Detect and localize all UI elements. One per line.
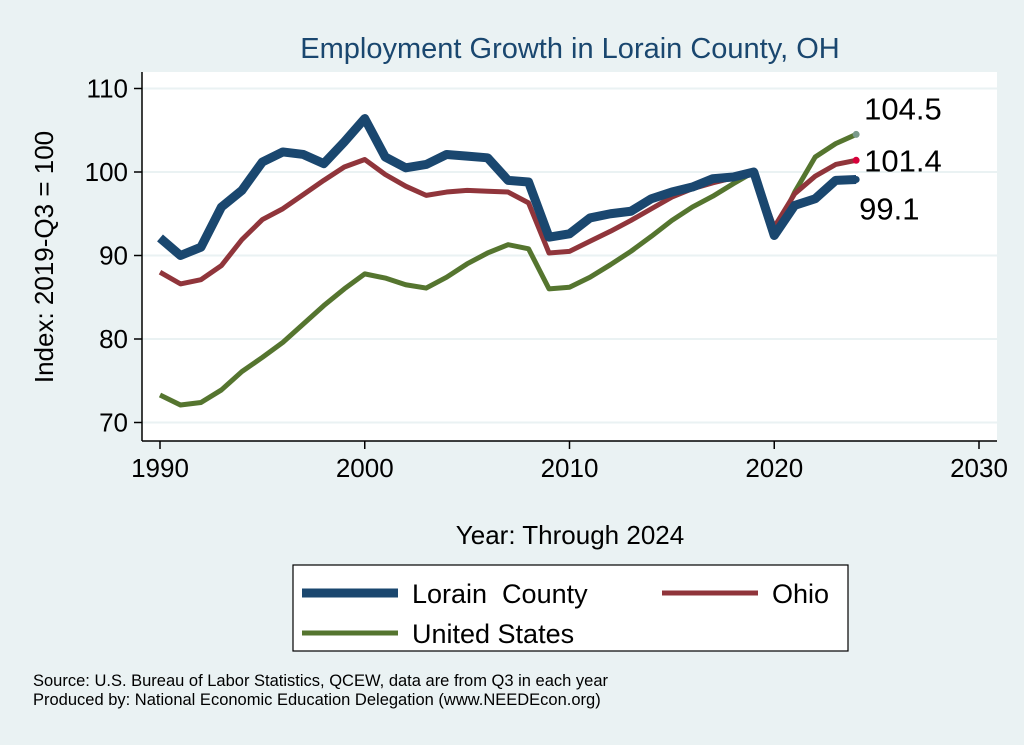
y-tick-label: 90 (99, 241, 128, 271)
y-tick-label: 110 (87, 74, 128, 104)
y-axis-label: Index: 2019-Q3 = 100 (29, 131, 59, 383)
end-value-label: 101.4 (864, 143, 942, 178)
series-end-point (852, 176, 860, 184)
chart-title: Employment Growth in Lorain County, OH (300, 33, 839, 65)
x-axis-label: Year: Through 2024 (456, 520, 684, 550)
producer-note: Produced by: National Economic Education… (33, 691, 601, 709)
end-value-label: 104.5 (864, 91, 942, 126)
x-tick-label: 1990 (131, 453, 189, 483)
y-tick-label: 80 (99, 324, 128, 354)
legend-box (292, 564, 849, 652)
series-line-0 (157, 114, 857, 260)
series-end-point (852, 130, 860, 138)
series-end-point (852, 156, 860, 164)
x-tick-label: 2030 (950, 453, 1008, 483)
legend-label-us: United States (412, 619, 574, 649)
legend-label-ohio: Ohio (772, 579, 829, 609)
y-tick-label: 70 (99, 408, 128, 438)
x-tick-label: 2020 (745, 453, 803, 483)
y-tick-label: 100 (85, 157, 128, 187)
x-tick-label: 2010 (541, 453, 599, 483)
legend: Lorain County Ohio United States (292, 564, 849, 652)
end-value-label: 99.1 (859, 192, 919, 227)
source-note: Source: U.S. Bureau of Labor Statistics,… (33, 672, 609, 690)
legend-label-lorain: Lorain County (412, 579, 588, 609)
x-tick-label: 2000 (336, 453, 394, 483)
